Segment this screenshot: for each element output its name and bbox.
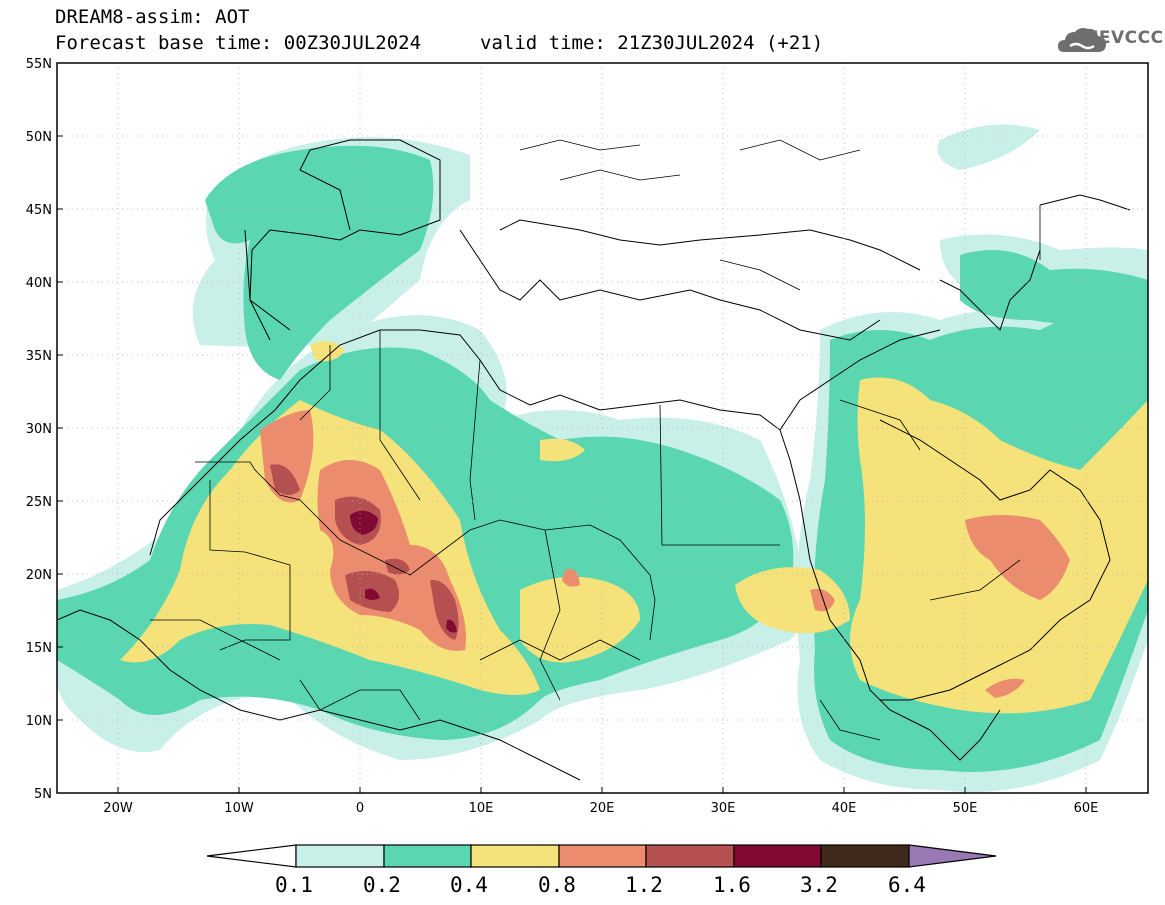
latitude-labels: 55N 50N 45N 40N 35N 30N 25N 20N 15N 10N … [26,57,52,802]
lon-label: 60E [1074,801,1099,816]
map-title: DREAM8-assim: AOT [55,6,250,28]
lat-label: 50N [26,130,52,145]
lat-label: 35N [26,349,52,364]
cloud-logo-icon [1058,28,1106,52]
colorbar-under-arrow [206,844,297,868]
lon-label: 20W [103,801,133,816]
colorbar-bin [733,844,822,868]
colorbar-over-arrow [908,844,997,868]
colorbar-bin [558,844,647,868]
colorbar-bin [820,844,910,868]
valid-time: valid time: 21Z30JUL2024 (+21) [480,32,824,54]
axis-ticks [57,62,1087,793]
forecast-base-time: Forecast base time: 00Z30JUL2024 [55,32,422,54]
coastlines [57,139,1131,781]
lon-label: 40E [832,801,857,816]
lon-label: 30E [711,801,736,816]
colorbar-label: 1.6 [713,873,751,897]
colorbar-label: 3.2 [800,873,838,897]
colorbar-bin [470,844,560,868]
colorbar-bin [295,844,385,868]
colorbar-label: 0.1 [275,873,313,897]
graticule [57,63,1148,793]
colorbar-label: 1.2 [625,873,663,897]
colorbar-bin [383,844,472,868]
longitude-labels: 20W 10W 0 10E 20E 30E 40E 50E 60E [103,801,1098,816]
lat-label: 55N [26,57,52,72]
lon-label: 50E [953,801,978,816]
lat-label: 20N [26,568,52,583]
lat-label: 15N [26,641,52,656]
aot-level-1-6 [350,510,457,633]
lat-label: 40N [26,276,52,291]
lat-label: 10N [26,714,52,729]
colorbar-label: 0.4 [450,873,488,897]
lat-label: 30N [26,422,52,437]
lon-label: 0 [356,801,364,816]
colorbar-label: 0.8 [538,873,576,897]
lat-label: 5N [34,787,52,802]
colorbar [206,844,997,868]
lon-label: 20E [590,801,615,816]
lon-label: 10W [224,801,254,816]
country-borders [150,139,1041,741]
lat-label: 25N [26,495,52,510]
lat-label: 45N [26,203,52,218]
lon-label: 10E [469,801,494,816]
logo-text: SEEVCCC [1074,28,1164,48]
colorbar-bin [645,844,735,868]
colorbar-label: 6.4 [888,873,926,897]
aot-field [57,124,1148,792]
colorbar-label: 0.2 [363,873,401,897]
map-frame: 55N 50N 45N 40N 35N 30N 25N 20N 15N 10N … [26,57,1149,816]
